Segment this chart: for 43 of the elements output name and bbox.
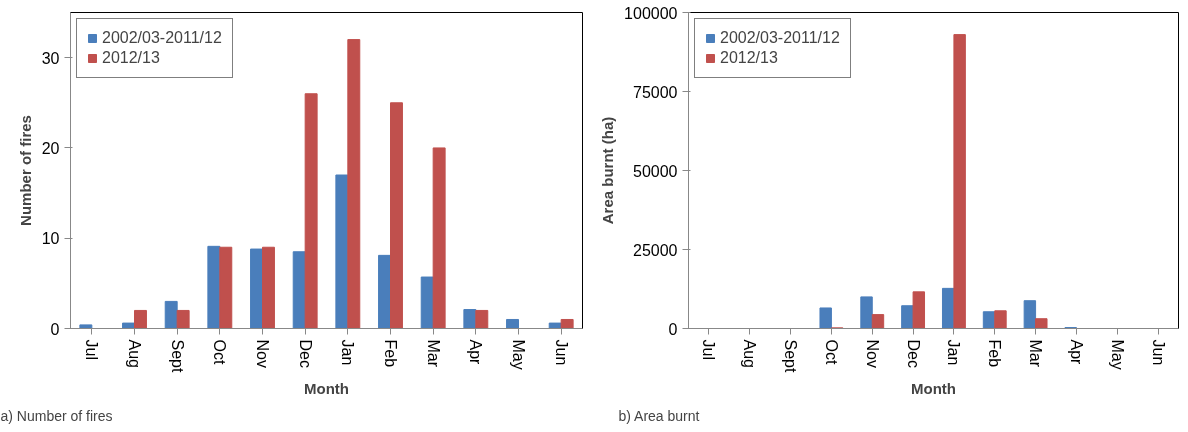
legend-label: 2002/03-2011/12 xyxy=(102,29,222,47)
x-tick-label: Dec xyxy=(904,339,922,368)
x-tick-label: Jun xyxy=(552,339,570,366)
x-tick-label: Nov xyxy=(254,339,271,368)
y-tick-label: 0 xyxy=(50,320,60,338)
x-tick-label: Apr xyxy=(467,339,485,366)
x-tick-label: Dec xyxy=(296,339,314,368)
x-tick-label: Feb xyxy=(986,339,1004,368)
y-tick-label: 0 xyxy=(668,320,678,338)
y-tick-label: 10 xyxy=(41,230,60,248)
x-tick-label: Jan xyxy=(945,339,963,366)
x-tick-label: Jan xyxy=(339,339,357,366)
legend-label: 2002/03-2011/12 xyxy=(720,29,840,47)
y-tick-label: 100000 xyxy=(624,4,678,22)
x-axis-title: Month xyxy=(304,380,349,398)
x-tick-label: Apr xyxy=(1067,339,1085,366)
y-tick-label: 25000 xyxy=(633,241,678,259)
x-tick-label: Aug xyxy=(126,339,143,368)
y-tick-label: 50000 xyxy=(633,162,678,180)
x-tick-label: May xyxy=(510,339,527,370)
y-tick-label: 20 xyxy=(41,139,60,157)
x-tick-label: Oct xyxy=(211,339,229,365)
text: b) Area burnt xyxy=(618,407,700,424)
x-tick-label: Aug xyxy=(741,339,759,368)
legend-label: 2012/13 xyxy=(720,49,778,67)
x-tick-label: May xyxy=(1108,339,1126,370)
x-tick-label: Feb xyxy=(382,339,399,368)
y-axis-title: Number of fires xyxy=(16,115,34,226)
x-tick-label: Jun xyxy=(1149,339,1167,366)
x-axis-title: Month xyxy=(911,380,956,398)
x-tick-label: Mar xyxy=(424,339,442,368)
y-axis-title: Area burnt (ha) xyxy=(599,116,617,225)
x-tick-label: Sept xyxy=(782,339,800,373)
x-tick-label: Jul xyxy=(83,339,101,360)
y-tick-label: 30 xyxy=(41,49,60,67)
x-tick-label: Oct xyxy=(822,339,840,365)
x-tick-label: Jul xyxy=(700,339,718,360)
y-tick-label: 75000 xyxy=(633,83,678,101)
x-tick-label: Mar xyxy=(1027,339,1045,368)
x-tick-label: Sept xyxy=(168,339,186,373)
text: a) Number of fires xyxy=(0,407,113,424)
legend-label: 2012/13 xyxy=(102,49,160,67)
x-tick-label: Nov xyxy=(863,339,881,368)
